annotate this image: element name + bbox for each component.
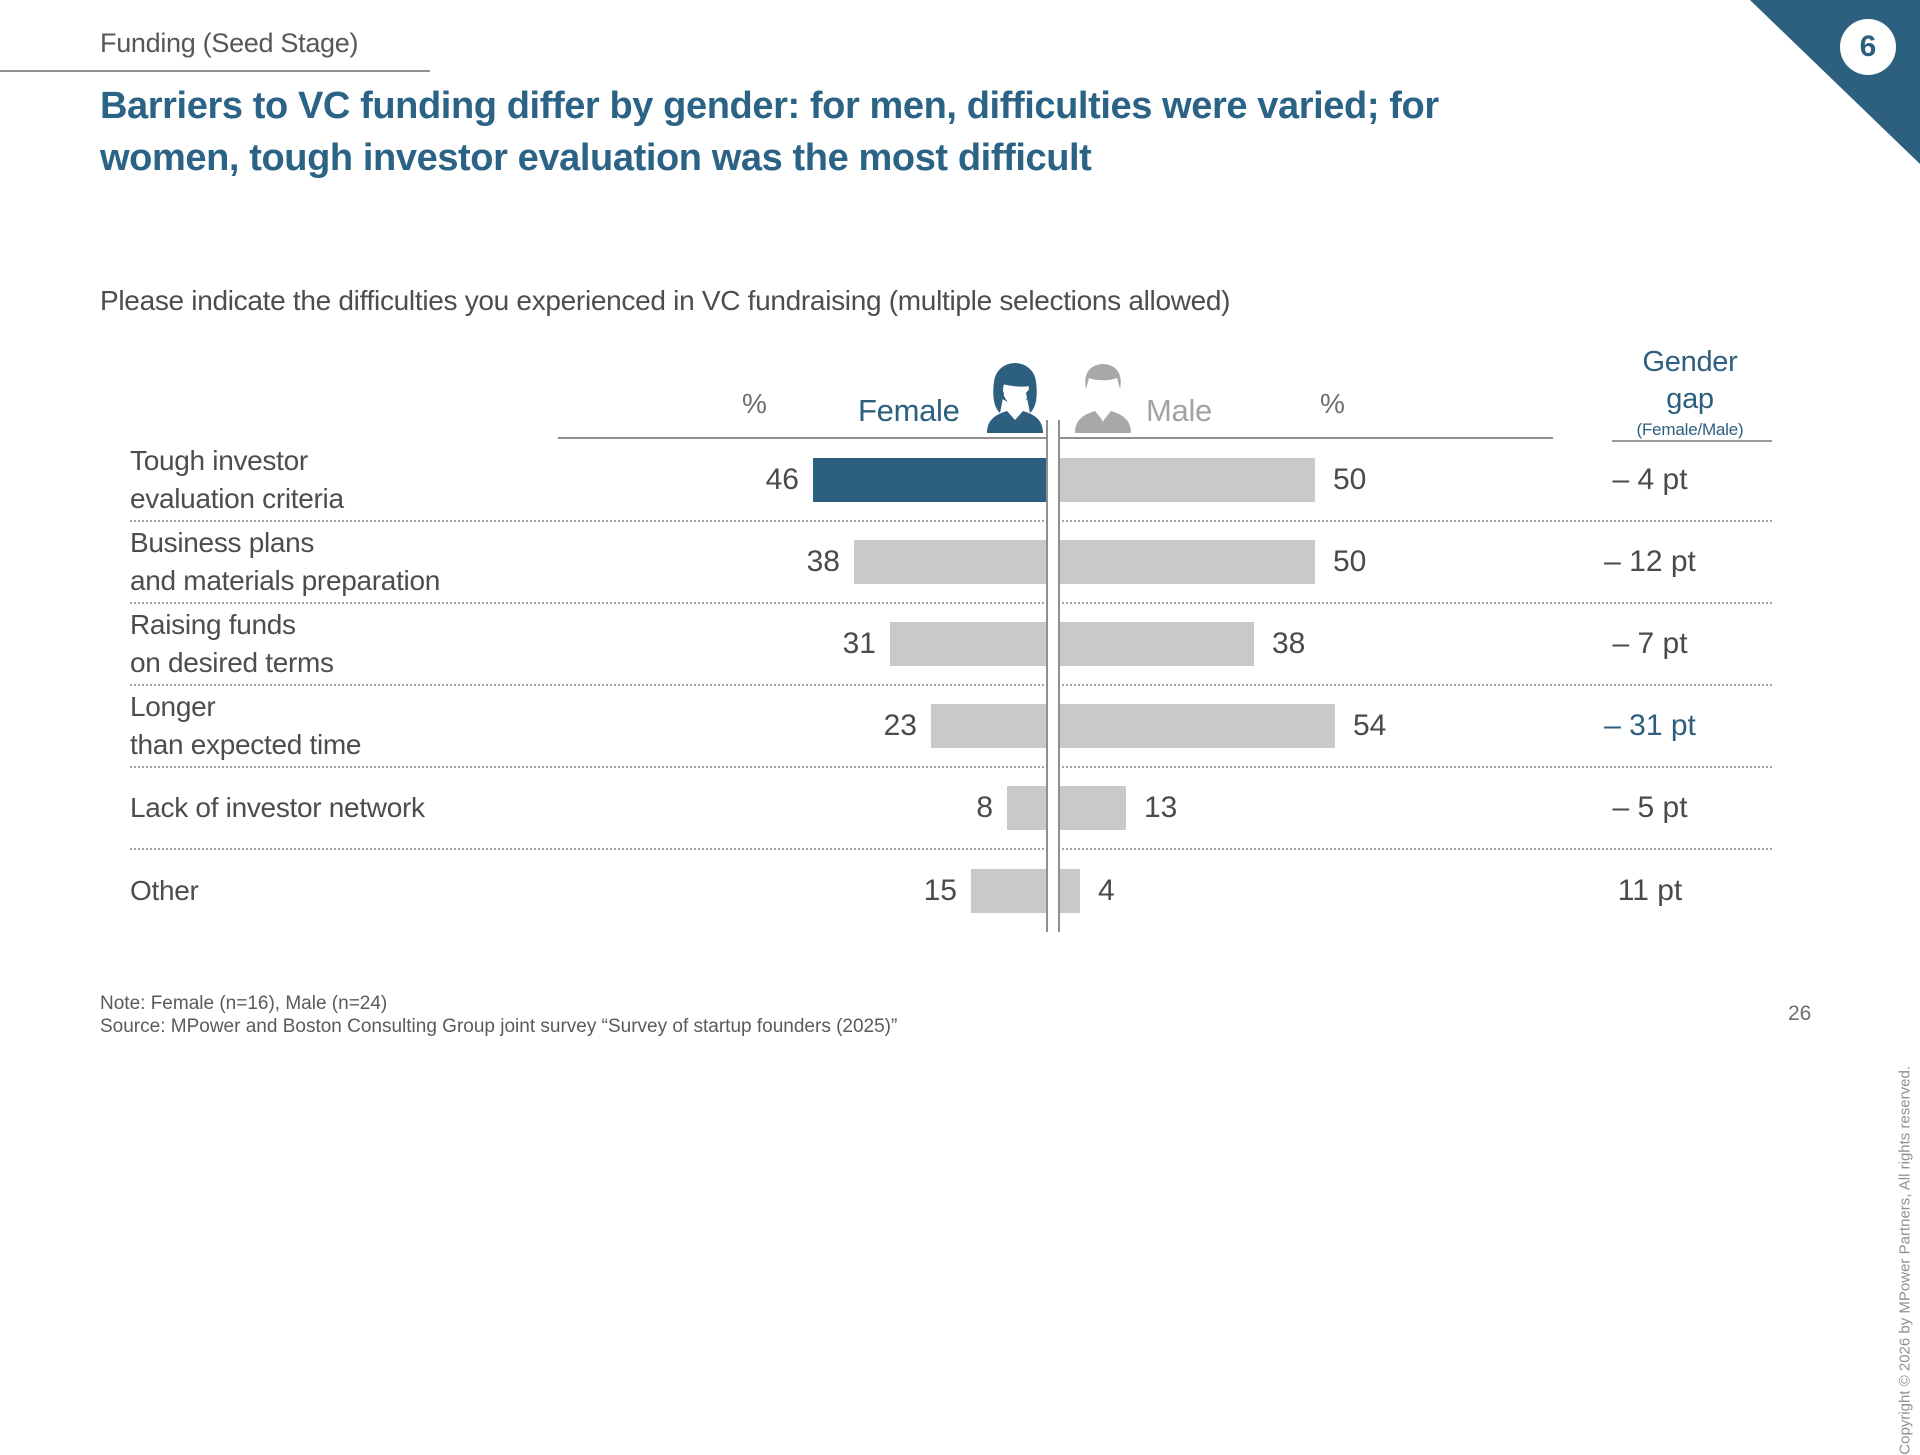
category-label: Tough investor evaluation criteria (130, 440, 560, 520)
female-bar (931, 704, 1048, 748)
male-value: 4 (1098, 874, 1115, 907)
male-value: 13 (1144, 791, 1178, 824)
female-bar-zone: 15 (560, 850, 1048, 932)
category-label-line: Business plans (130, 527, 315, 558)
slide-title: Barriers to VC funding differ by gender:… (100, 85, 1439, 179)
female-bar (813, 458, 1048, 502)
center-axis-line-left (1046, 420, 1048, 932)
gap-header-line1: Gender (1642, 346, 1738, 378)
percent-axis-label-left: % (742, 388, 767, 419)
female-value: 31 (842, 627, 876, 660)
female-bar (1007, 786, 1048, 830)
survey-question: Please indicate the difficulties you exp… (100, 285, 1231, 316)
gender-gap-value: – 4 pt (1612, 463, 1688, 496)
male-bar (1060, 622, 1254, 666)
category-label-line: than expected time (130, 729, 362, 760)
sample-size-note: Note: Female (n=16), Male (n=24) (100, 993, 388, 1014)
female-value: 15 (923, 874, 957, 907)
female-bar (854, 540, 1048, 584)
male-bar-zone: 50 (1060, 522, 1530, 602)
footnote-block: Note: Female (n=16), Male (n=24) Source:… (100, 992, 897, 1038)
gap-header-line2: gap (1666, 383, 1714, 415)
male-bar-zone: 50 (1060, 440, 1530, 520)
category-label-line: evaluation criteria (130, 483, 344, 514)
tracker-underline (0, 70, 430, 72)
chart-row: Raising funds on desired terms 31 38 – 7… (130, 604, 1772, 686)
category-label: Other (130, 850, 560, 932)
chart-row: Longer than expected time 23 54 – 31 pt (130, 686, 1772, 768)
gender-gap-value: 11 pt (1617, 874, 1683, 907)
source-note: Source: MPower and Boston Consulting Gro… (100, 1016, 898, 1037)
male-value: 38 (1272, 627, 1306, 660)
female-bar-zone: 23 (560, 686, 1048, 766)
chapter-number-badge: 6 (1840, 19, 1896, 75)
slide-tracker-label: Funding (Seed Stage) (100, 28, 359, 58)
female-bar-zone: 38 (560, 522, 1048, 602)
female-value: 23 (883, 709, 917, 742)
category-label-line: Raising funds (130, 609, 296, 640)
center-axis-mask (1048, 420, 1058, 932)
female-value: 38 (806, 545, 840, 578)
male-avatar-icon (1075, 364, 1131, 433)
female-bar-zone: 8 (560, 768, 1048, 848)
male-bar (1060, 458, 1315, 502)
copyright-notice: Copyright © 2026 by MPower Partners, All… (1897, 1066, 1914, 1455)
chart-row: Tough investor evaluation criteria 46 50… (130, 440, 1772, 522)
male-bar (1060, 704, 1335, 748)
category-label-line: Longer (130, 691, 216, 722)
chart-row: Other 15 4 11 pt (130, 850, 1772, 932)
gender-gap-value: – 12 pt (1604, 545, 1696, 578)
chart-rows: Tough investor evaluation criteria 46 50… (130, 440, 1772, 932)
male-bar-zone: 38 (1060, 604, 1530, 684)
gender-gap-column-header: Gender gap (Female/Male) (1600, 344, 1780, 440)
male-bar (1060, 869, 1080, 913)
center-axis-line-right (1058, 420, 1060, 932)
gender-gap-value: – 5 pt (1612, 791, 1688, 824)
male-bar-zone: 4 (1060, 850, 1530, 932)
gender-gap-value: – 7 pt (1612, 627, 1688, 660)
gap-header-underline (1612, 440, 1772, 442)
female-bar (890, 622, 1048, 666)
female-bar (971, 869, 1048, 913)
category-label-line: Other (130, 875, 199, 906)
category-label-line: and materials preparation (130, 565, 441, 596)
corner-triangle (1750, 0, 1920, 164)
male-bar (1060, 786, 1126, 830)
male-series-label: Male (1146, 393, 1212, 428)
page-number: 26 (1788, 1002, 1812, 1025)
category-label: Raising funds on desired terms (130, 604, 560, 684)
male-bar-zone: 13 (1060, 768, 1530, 848)
male-bar-zone: 54 (1060, 686, 1530, 766)
gap-header-subtitle: (Female/Male) (1636, 420, 1744, 439)
gender-gap-value: – 31 pt (1604, 709, 1696, 742)
category-label: Business plans and materials preparation (130, 522, 560, 602)
male-value: 54 (1353, 709, 1387, 742)
male-value: 50 (1333, 463, 1367, 496)
male-value: 50 (1333, 545, 1367, 578)
female-value: 46 (765, 463, 799, 496)
female-value: 8 (976, 791, 993, 824)
category-label-line: Lack of investor network (130, 792, 425, 823)
female-bar-zone: 46 (560, 440, 1048, 520)
category-label-line: Tough investor (130, 445, 308, 476)
male-bar (1060, 540, 1315, 584)
female-series-label: Female (858, 393, 960, 428)
female-avatar-icon (987, 363, 1043, 433)
chart-row: Lack of investor network 8 13 – 5 pt (130, 768, 1772, 850)
category-label: Longer than expected time (130, 686, 560, 766)
chart-row: Business plans and materials preparation… (130, 522, 1772, 604)
female-bar-zone: 31 (560, 604, 1048, 684)
category-label: Lack of investor network (130, 768, 560, 848)
percent-axis-label-right: % (1320, 388, 1345, 419)
category-label-line: on desired terms (130, 647, 334, 678)
